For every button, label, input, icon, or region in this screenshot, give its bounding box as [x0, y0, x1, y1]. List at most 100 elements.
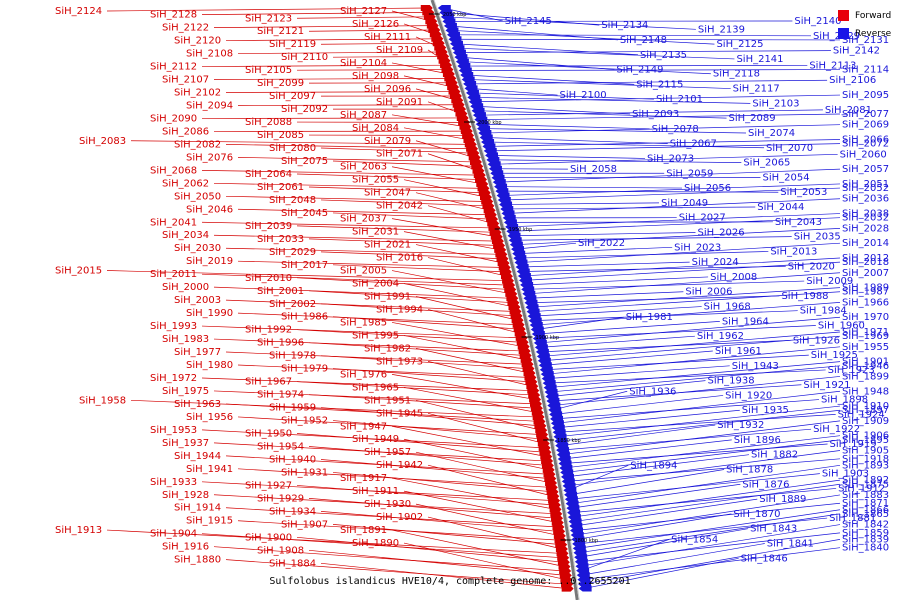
- gene-label-SiH_1950: SiH_1950: [245, 429, 292, 440]
- leader-SiH_1971: [541, 331, 841, 357]
- backbone-highlight: [433, 0, 580, 600]
- gene-label-SiH_1910: SiH_1910: [842, 401, 889, 412]
- gene-label-SiH_1876: SiH_1876: [742, 479, 789, 490]
- legend-reverse-label: Reverse: [855, 28, 892, 39]
- leader-lines: [106, 7, 841, 589]
- leader-SiH_2061: [308, 186, 485, 194]
- gene-label-SiH_1975: SiH_1975: [162, 386, 209, 397]
- leader-SiH_2064: [296, 173, 482, 180]
- leader-SiH_2021: [415, 244, 504, 264]
- gene-label-SiH_2068: SiH_2068: [150, 165, 197, 176]
- leader-SiH_1948: [555, 390, 841, 424]
- gene-label-SiH_2001: SiH_2001: [257, 286, 304, 297]
- leader-SiH_1902: [427, 516, 562, 550]
- leader-SiH_2123: [296, 16, 430, 19]
- gene-label-SiH_1884: SiH_1884: [269, 558, 316, 569]
- gene-label-SiH_1896: SiH_1896: [734, 435, 781, 446]
- gene-label-SiH_2128: SiH_2128: [150, 10, 197, 21]
- leader-SiH_1859: [579, 532, 841, 563]
- leader-SiH_1969: [542, 335, 841, 362]
- gene-label-SiH_2131: SiH_2131: [842, 35, 889, 46]
- gene-label-SiH_2134: SiH_2134: [601, 20, 648, 31]
- leader-SiH_1907: [332, 524, 562, 545]
- leader-SiH_1889: [574, 498, 758, 527]
- leader-SiH_2051: [501, 183, 841, 196]
- leader-SiH_2070: [486, 141, 765, 149]
- leader-SiH_2078: [480, 123, 650, 130]
- leader-SiH_1927: [296, 485, 555, 506]
- gene-label-SiH_2002: SiH_2002: [269, 299, 316, 310]
- gene-label-SiH_2049: SiH_2049: [661, 198, 708, 209]
- gene-label-SiH_1986: SiH_1986: [281, 312, 328, 323]
- gene-label-SiH_2012: SiH_2012: [842, 253, 889, 264]
- gene-label-SiH_1964: SiH_1964: [722, 316, 769, 327]
- gene-label-SiH_1985: SiH_1985: [340, 317, 387, 328]
- gene-label-SiH_1925: SiH_1925: [811, 350, 858, 361]
- leader-SiH_2125: [450, 29, 715, 45]
- leader-SiH_1884: [320, 562, 568, 589]
- gene-label-SiH_1989: SiH_1989: [842, 283, 889, 294]
- gene-label-SiH_2034: SiH_2034: [162, 230, 209, 241]
- gene-label-SiH_2103: SiH_2103: [752, 98, 799, 109]
- leader-SiH_1900: [296, 536, 564, 563]
- leader-SiH_1931: [332, 472, 553, 493]
- leader-SiH_2016: [427, 257, 508, 277]
- gene-label-SiH_2119: SiH_2119: [269, 39, 316, 50]
- gene-label-SiH_2094: SiH_2094: [186, 100, 233, 111]
- gene-label-SiH_1976: SiH_1976: [340, 369, 387, 380]
- gene-label-SiH_1892: SiH_1892: [842, 475, 889, 486]
- gene-label-SiH_1966: SiH_1966: [842, 297, 889, 308]
- gene-label-SiH_2057: SiH_2057: [842, 164, 889, 175]
- legend-forward: Forward: [838, 10, 891, 21]
- leader-SiH_2141: [456, 47, 735, 60]
- gene-label-SiH_2114: SiH_2114: [842, 65, 889, 76]
- gene-label-SiH_1918: SiH_1918: [842, 454, 889, 465]
- leader-SiH_2055: [403, 179, 487, 198]
- leader-SiH_1901: [548, 361, 841, 388]
- gene-label-SiH_2056: SiH_2056: [684, 183, 731, 194]
- leader-SiH_1990: [237, 312, 519, 326]
- leader-SiH_1895: [565, 439, 841, 473]
- gene-label-SiH_1993: SiH_1993: [150, 321, 197, 332]
- gene-label-SiH_2033: SiH_2033: [257, 234, 304, 245]
- gene-label-SiH_2027: SiH_2027: [679, 213, 726, 224]
- gene-label-SiH_1968: SiH_1968: [704, 302, 751, 313]
- gene-label-SiH_1880: SiH_1880: [174, 555, 221, 566]
- leader-SiH_2004: [403, 283, 515, 308]
- leader-SiH_1965: [403, 386, 538, 414]
- leader-SiH_2048: [320, 199, 489, 207]
- gene-label-SiH_1922: SiH_1922: [813, 424, 860, 435]
- gene-label-SiH_2047: SiH_2047: [364, 188, 411, 199]
- leader-SiH_2067: [484, 137, 668, 144]
- genome-caption: Sulfolobus islandicus HVE10/4, complete …: [269, 576, 631, 587]
- leader-SiH_1911: [403, 490, 558, 523]
- leader-SiH_1986: [332, 316, 520, 330]
- leader-SiH_1909: [561, 420, 841, 455]
- leader-SiH_1951: [415, 399, 542, 431]
- gene-label-SiH_2107: SiH_2107: [162, 75, 209, 86]
- leader-SiH_1957: [415, 451, 552, 484]
- gene-label-SiH_2024: SiH_2024: [692, 257, 739, 268]
- leader-SiH_2135: [454, 43, 638, 56]
- gene-label-SiH_1977: SiH_1977: [174, 347, 221, 358]
- gene-label-SiH_2060: SiH_2060: [840, 149, 887, 160]
- leader-SiH_2000: [213, 286, 513, 299]
- gene-label-SiH_1926: SiH_1926: [793, 335, 840, 346]
- gene-label-SiH_2084: SiH_2084: [352, 123, 399, 134]
- gene-label-SiH_1955: SiH_1955: [842, 342, 889, 353]
- leader-SiH_2102: [225, 91, 455, 93]
- leader-SiH_1993: [201, 325, 522, 339]
- gene-label-SiH_1927: SiH_1927: [245, 480, 292, 491]
- gene-label-SiH_2039: SiH_2039: [245, 221, 292, 232]
- gene-label-SiH_1995: SiH_1995: [352, 330, 399, 341]
- leader-SiH_1985: [391, 322, 524, 348]
- leader-SiH_2037: [391, 218, 497, 238]
- leader-SiH_1994: [427, 309, 521, 334]
- leader-SiH_1910: [558, 405, 841, 438]
- leader-SiH_2026: [512, 232, 696, 237]
- leader-SiH_1946: [549, 365, 841, 393]
- gene-label-SiH_1970: SiH_1970: [842, 312, 889, 323]
- gene-label-SiH_1899: SiH_1899: [842, 371, 889, 382]
- leader-SiH_2121: [308, 29, 435, 32]
- gene-label-SiH_2070: SiH_2070: [766, 143, 813, 154]
